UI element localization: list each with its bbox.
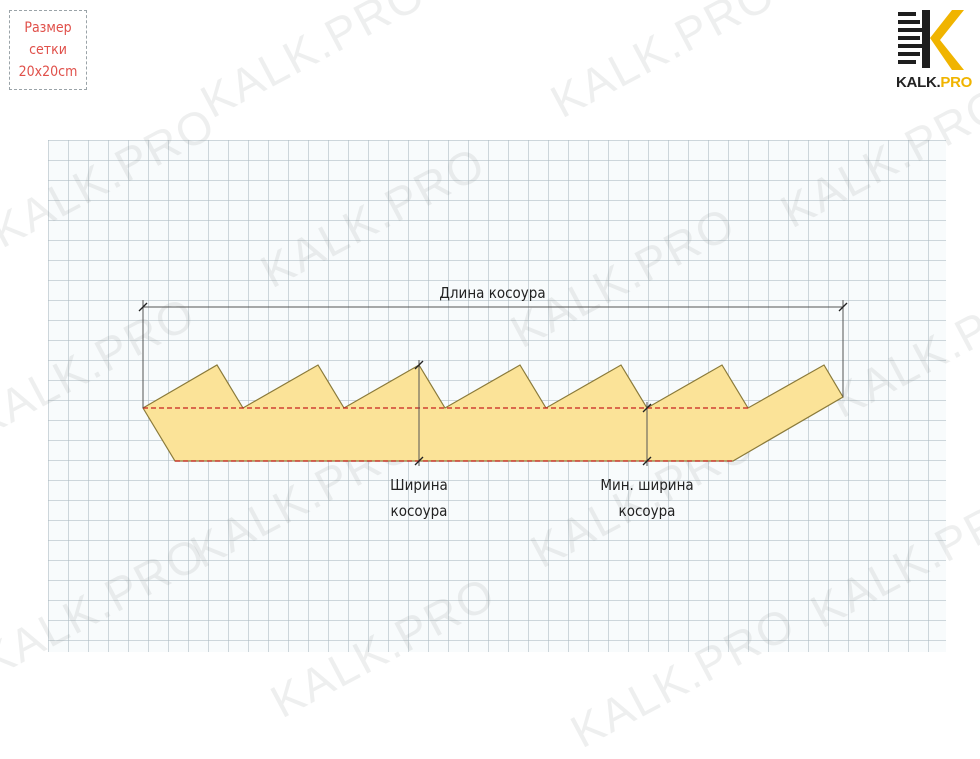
min-width-label-line: косоура: [618, 502, 676, 520]
logo-dot: .: [936, 74, 941, 91]
kalk-pro-logo: KALK.PRO: [894, 8, 974, 94]
stringer-body: [142, 364, 844, 462]
grid-size-line: сетки: [29, 42, 67, 58]
length-label: Длина косоура: [439, 284, 546, 302]
min-width-tick-bottom: [642, 456, 652, 466]
min-width-label: Мин. ширина косоура: [577, 472, 717, 524]
width-tick-top: [414, 360, 424, 370]
logo-mark-icon: [898, 10, 964, 70]
length-tick-left: [138, 302, 148, 312]
logo-suffix: PRO: [940, 74, 972, 91]
width-label-line: косоура: [390, 502, 448, 520]
width-label: Ширина косоура: [365, 472, 473, 524]
grid-size-note: Размер сетки 20х20cm: [9, 10, 87, 90]
grid-size-line: Размер: [24, 20, 72, 36]
logo-text: KALK.PRO: [894, 74, 974, 91]
length-tick-right: [838, 302, 848, 312]
min-width-tick-top: [642, 403, 652, 413]
width-label-line: Ширина: [390, 476, 448, 494]
logo-brand: KALK: [896, 74, 937, 91]
grid-size-line: 20х20cm: [18, 64, 78, 80]
min-width-label-line: Мин. ширина: [600, 476, 694, 494]
width-tick-bottom: [414, 456, 424, 466]
stringer-diagram: [138, 300, 848, 466]
